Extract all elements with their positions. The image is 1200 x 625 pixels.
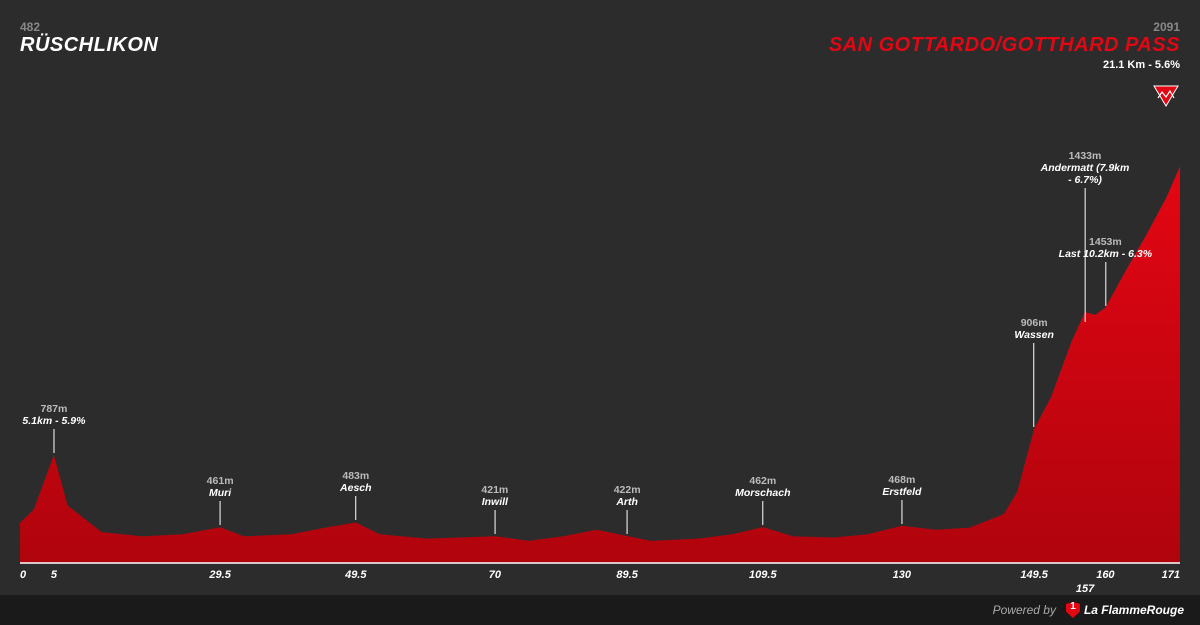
marker-elevation: 468m	[882, 474, 921, 486]
brand-shield-icon	[1066, 602, 1080, 618]
marker-label: Morschach	[735, 487, 790, 499]
marker-elevation: 462m	[735, 475, 790, 487]
marker-label: Andermatt (7.9km	[1041, 162, 1130, 174]
marker-elevation: 422m	[614, 484, 641, 496]
elevation-chart: 482 RÜSCHLIKON 2091 SAN GOTTARDO/GOTTHAR…	[20, 20, 1180, 579]
marker-line	[53, 429, 54, 453]
marker-line	[627, 510, 628, 534]
marker-label: 5.1km - 5.9%	[22, 415, 85, 427]
x-axis-tick: 130	[893, 569, 911, 581]
marker-line	[355, 496, 356, 520]
marker-line	[1105, 262, 1106, 306]
x-axis-tick: 0	[20, 569, 26, 581]
marker-label: Erstfeld	[882, 486, 921, 498]
elevation-marker: 787m5.1km - 5.9%	[22, 403, 85, 453]
elevation-marker: 461mMuri	[207, 475, 234, 525]
x-axis-tick: 5	[51, 569, 57, 581]
x-axis-tick: 49.5	[345, 569, 366, 581]
x-axis-tick: 171	[1162, 569, 1180, 581]
x-axis-tick: 109.5	[749, 569, 777, 581]
marker-label: Inwill	[481, 496, 508, 508]
marker-elevation: 1453m	[1059, 236, 1152, 248]
marker-line	[1034, 343, 1035, 427]
elevation-marker: 483mAesch	[340, 470, 372, 520]
x-axis-tick: 157	[1076, 583, 1094, 595]
elevation-marker: 906mWassen	[1014, 317, 1054, 427]
marker-line	[762, 501, 763, 525]
marker-line	[901, 500, 902, 524]
elevation-marker: 1453mLast 10.2km - 6.3%	[1059, 236, 1152, 306]
marker-elevation: 1433m	[1041, 150, 1130, 162]
marker-label: - 6.7%)	[1041, 174, 1130, 186]
marker-line	[220, 501, 221, 525]
elevation-marker: 422mArth	[614, 484, 641, 534]
x-axis-tick: 29.5	[209, 569, 230, 581]
elevation-marker: 468mErstfeld	[882, 474, 921, 524]
elevation-marker: 462mMorschach	[735, 475, 790, 525]
footer-bar: Powered by La FlammeRouge	[0, 595, 1200, 625]
marker-line	[494, 510, 495, 534]
marker-label: Arth	[614, 496, 641, 508]
marker-label: Last 10.2km - 6.3%	[1059, 248, 1152, 260]
marker-elevation: 421m	[481, 484, 508, 496]
x-axis-tick: 149.5	[1020, 569, 1048, 581]
x-axis-tick: 70	[489, 569, 501, 581]
marker-elevation: 787m	[22, 403, 85, 415]
marker-label: Muri	[207, 487, 234, 499]
powered-by-label: Powered by	[993, 603, 1056, 617]
elevation-marker: 421mInwill	[481, 484, 508, 534]
marker-elevation: 461m	[207, 475, 234, 487]
x-axis-tick: 160	[1096, 569, 1114, 581]
brand-name: La FlammeRouge	[1084, 603, 1184, 617]
marker-label: Wassen	[1014, 329, 1054, 341]
marker-label: Aesch	[340, 482, 372, 494]
marker-elevation: 483m	[340, 470, 372, 482]
x-axis-tick: 89.5	[616, 569, 637, 581]
elevation-profile-svg	[20, 20, 1180, 579]
